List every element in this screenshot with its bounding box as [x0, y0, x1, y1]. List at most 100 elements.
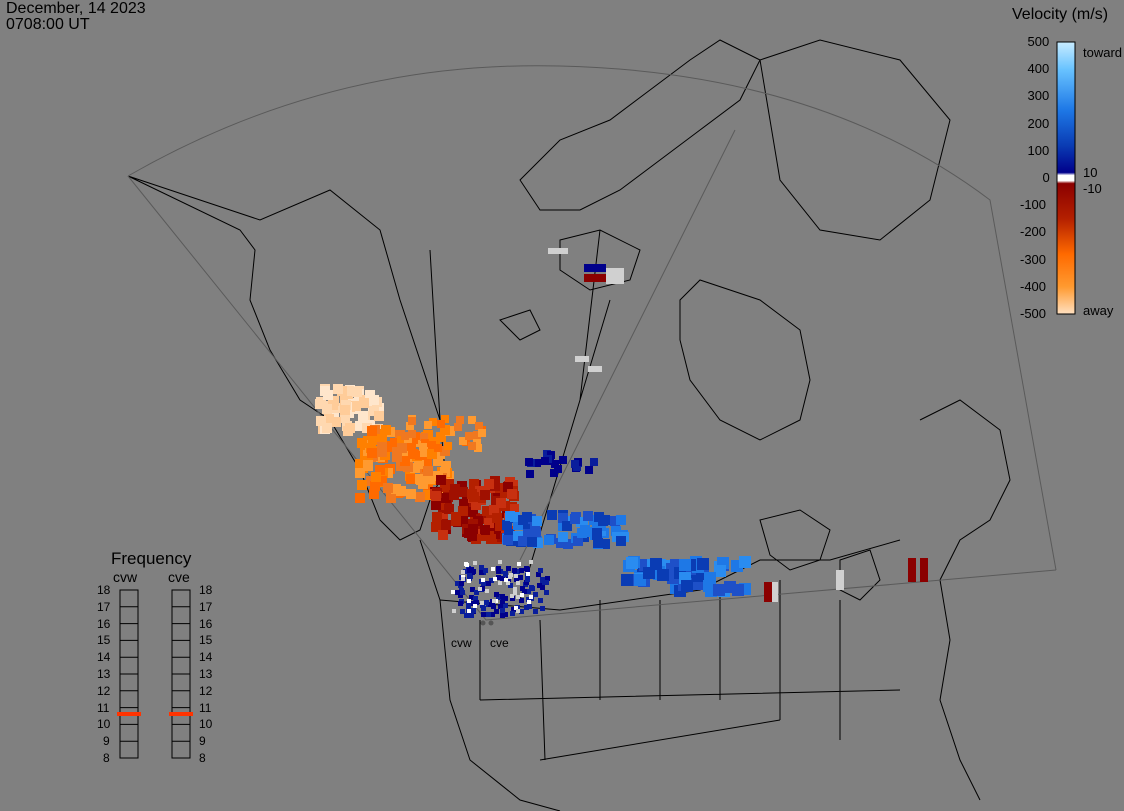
velocity-cell [532, 516, 542, 526]
velocity-cell [436, 432, 446, 442]
velocity-cell [527, 537, 537, 547]
velocity-cell [371, 472, 381, 482]
velocity-cell [571, 460, 579, 468]
freq-scale-label: 10 [199, 717, 213, 732]
velocity-cell [514, 606, 518, 610]
velocity-cell [584, 274, 606, 282]
colorbar-tick-label: -400 [1020, 278, 1047, 294]
velocity-cell [415, 492, 425, 502]
velocity-cell [514, 577, 519, 582]
velocity-cell [437, 420, 445, 428]
radar-label-cve: cve [490, 636, 509, 650]
velocity-cell [480, 603, 485, 608]
velocity-cell [420, 433, 428, 441]
velocity-cell [526, 470, 534, 478]
velocity-cell [713, 584, 725, 596]
velocity-cell [714, 565, 726, 577]
velocity-cell [522, 589, 527, 594]
velocity-cell [367, 426, 377, 436]
freq-scale-label: 17 [97, 599, 111, 614]
velocity-cell [920, 558, 928, 582]
velocity-cell [456, 416, 464, 424]
velocity-cell [510, 512, 520, 522]
velocity-cell [541, 457, 549, 465]
velocity-cell [436, 475, 446, 485]
velocity-cell [575, 356, 589, 362]
velocity-cell [510, 611, 515, 616]
velocity-cell [764, 582, 772, 602]
velocity-cell [419, 443, 427, 451]
velocity-cell [423, 466, 433, 476]
velocity-cell [772, 582, 778, 602]
velocity-cell [391, 484, 401, 494]
velocity-cell [530, 523, 540, 533]
velocity-cell [451, 516, 461, 526]
velocity-cell [441, 520, 451, 530]
freq-scale-label: 13 [97, 667, 111, 681]
velocity-cell [470, 587, 475, 592]
velocity-cell [392, 452, 402, 462]
velocity-cell [537, 583, 542, 588]
velocity-cell [533, 459, 541, 467]
velocity-cell [498, 560, 502, 564]
velocity-cell [420, 447, 430, 457]
velocity-cell [324, 414, 334, 424]
coastline-layer [127, 39, 1011, 811]
velocity-cell [432, 512, 442, 522]
velocity-cell [438, 530, 448, 540]
velocity-cell [484, 518, 494, 528]
velocity-cell [455, 581, 460, 586]
velocity-cell [331, 417, 341, 427]
velocity-cell [408, 417, 416, 425]
velocity-cell [434, 444, 442, 452]
velocity-cell [513, 591, 517, 595]
velocity-cell [471, 608, 476, 613]
velocity-cell [483, 568, 488, 573]
velocity-cell [461, 577, 465, 581]
velocity-cell [496, 569, 501, 574]
freq-scale-label: 15 [97, 633, 111, 648]
freq-marker-cve [169, 712, 193, 716]
velocity-cell [544, 580, 549, 585]
velocity-cell [657, 569, 669, 581]
velocity-cell [352, 387, 362, 397]
velocity-cell [333, 384, 343, 394]
velocity-cell [588, 366, 602, 372]
freq-scale-label: 12 [199, 683, 213, 698]
velocity-cell [451, 590, 455, 594]
velocity-cell [459, 499, 469, 509]
velocity-cell [600, 515, 610, 525]
velocity-cell [467, 489, 477, 499]
velocity-cell [540, 580, 545, 585]
velocity-cell [503, 596, 508, 601]
velocity-cell [357, 438, 367, 448]
velocity-cell [440, 482, 450, 492]
freq-scale-label: 13 [199, 667, 213, 681]
near-zero-pos-label: 10 [1083, 165, 1098, 180]
velocity-cell [467, 576, 472, 581]
velocity-cell [547, 510, 557, 520]
velocity-cell [480, 525, 490, 535]
velocity-cell [496, 498, 506, 508]
velocity-cell [500, 608, 505, 613]
colorbar-tick-label: 400 [1027, 61, 1050, 77]
velocity-cell [739, 556, 751, 568]
velocity-cell [500, 599, 505, 604]
velocity-cell [518, 536, 528, 546]
velocity-cell [441, 415, 449, 423]
freq-scale-label: 8 [199, 751, 206, 765]
freq-scale-label: 16 [97, 616, 111, 631]
velocity-cell [503, 612, 508, 617]
velocity-cell [473, 604, 477, 608]
velocity-cell [484, 479, 494, 489]
radar-sites [480, 620, 494, 626]
velocity-cell [558, 513, 568, 523]
velocity-cell [478, 429, 486, 437]
velocity-cell [626, 557, 638, 569]
velocity-cell [506, 566, 511, 571]
velocity-cell [496, 566, 501, 571]
velocity-cell [473, 596, 478, 601]
freq-scale-label: 15 [199, 633, 213, 648]
velocity-cell [508, 583, 513, 588]
